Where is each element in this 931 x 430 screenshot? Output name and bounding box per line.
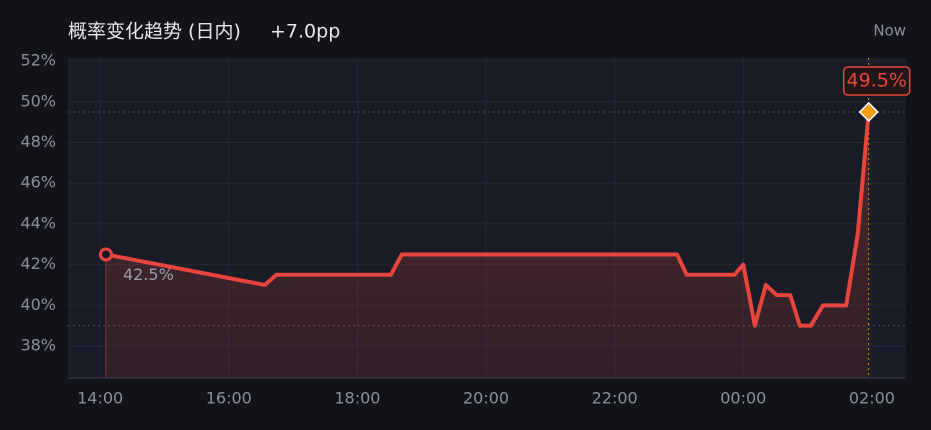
area xyxy=(105,111,869,378)
line xyxy=(103,109,871,328)
now-label: Now xyxy=(873,22,906,40)
x-tick-label: 00:00 xyxy=(720,389,766,408)
y-tick-label: 40% xyxy=(20,295,56,314)
value-label: 49.5% xyxy=(847,69,907,91)
x-tick-label: 14:00 xyxy=(77,389,123,408)
x-tick-label: 18:00 xyxy=(334,389,380,408)
end-marker xyxy=(858,101,879,123)
y-tick-label: 44% xyxy=(20,213,56,232)
x-tick-label: 16:00 xyxy=(206,389,252,408)
y-tick-label: 50% xyxy=(20,91,56,110)
y-tick-label: 38% xyxy=(20,336,56,355)
x-tick-label: 02:00 xyxy=(849,389,895,408)
x-tick-label: 20:00 xyxy=(463,389,509,408)
value-label: 42.5% xyxy=(123,265,174,284)
y-tick-label: 46% xyxy=(20,173,56,192)
chart-title: 概率变化趋势 (日内) xyxy=(68,21,241,43)
y-tick-label: 48% xyxy=(20,132,56,151)
chart-subtitle: +7.0pp xyxy=(270,21,340,43)
value-label-box xyxy=(842,66,911,96)
y-tick-label: 52% xyxy=(20,51,56,70)
x-tick-label: 22:00 xyxy=(592,389,638,408)
start-marker xyxy=(98,247,113,262)
y-tick-label: 42% xyxy=(20,254,56,273)
